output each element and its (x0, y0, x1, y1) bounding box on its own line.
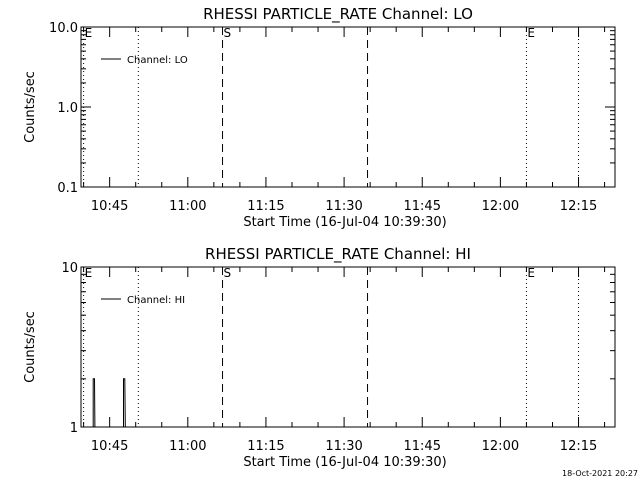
plot-frame (80, 26, 616, 188)
x-tick-label: 12:00 (482, 439, 519, 454)
x-tick-label: 11:30 (325, 199, 362, 214)
event-marker-label: E (527, 26, 535, 40)
plot-frame (80, 266, 616, 428)
x-tick-label: 11:00 (169, 439, 206, 454)
x-tick-label: 11:45 (404, 199, 441, 214)
x-tick-label: 11:15 (247, 199, 284, 214)
y-tick-label: 0.1 (57, 181, 78, 196)
y-tick-label: 10.0 (49, 21, 78, 36)
x-tick-label: 11:30 (325, 439, 362, 454)
x-axis-label: Start Time (16-Jul-04 10:39:30) (243, 455, 446, 470)
x-tick-label: 11:15 (247, 439, 284, 454)
timestamp-label: 18-Oct-2021 20:27 (562, 469, 638, 478)
legend-label: Channel: LO (127, 55, 188, 66)
y-axis-label: Counts/sec (23, 71, 38, 143)
y-tick-label: 1.0 (57, 101, 78, 116)
event-marker-label: E (85, 266, 93, 280)
y-axis-label: Counts/sec (23, 311, 38, 383)
chart-panel-lo: RHESSI PARTICLE_RATE Channel: LO Counts/s… (23, 5, 616, 230)
x-tick-label: 11:00 (169, 199, 206, 214)
x-tick-label: 10:45 (91, 439, 128, 454)
chart-title: RHESSI PARTICLE_RATE Channel: LO (203, 5, 473, 24)
x-axis-label: Start Time (16-Jul-04 10:39:30) (243, 215, 446, 230)
x-tick-label: 11:45 (404, 439, 441, 454)
event-marker-label: E (527, 266, 535, 280)
chart-panel-hi: RHESSI PARTICLE_RATE Channel: HI Counts/s… (23, 245, 616, 470)
series-line (92, 378, 126, 428)
event-marker-label: E (85, 26, 93, 40)
y-tick-label: 10 (61, 261, 78, 276)
x-tick-label: 12:15 (560, 199, 597, 214)
chart-title: RHESSI PARTICLE_RATE Channel: HI (205, 245, 471, 264)
y-tick-label: 1 (70, 421, 78, 436)
x-tick-label: 10:45 (91, 199, 128, 214)
event-marker-label: S (224, 266, 232, 280)
x-tick-label: 12:15 (560, 439, 597, 454)
legend-label: Channel: HI (127, 295, 185, 306)
event-marker-label: S (224, 26, 232, 40)
x-tick-label: 12:00 (482, 199, 519, 214)
